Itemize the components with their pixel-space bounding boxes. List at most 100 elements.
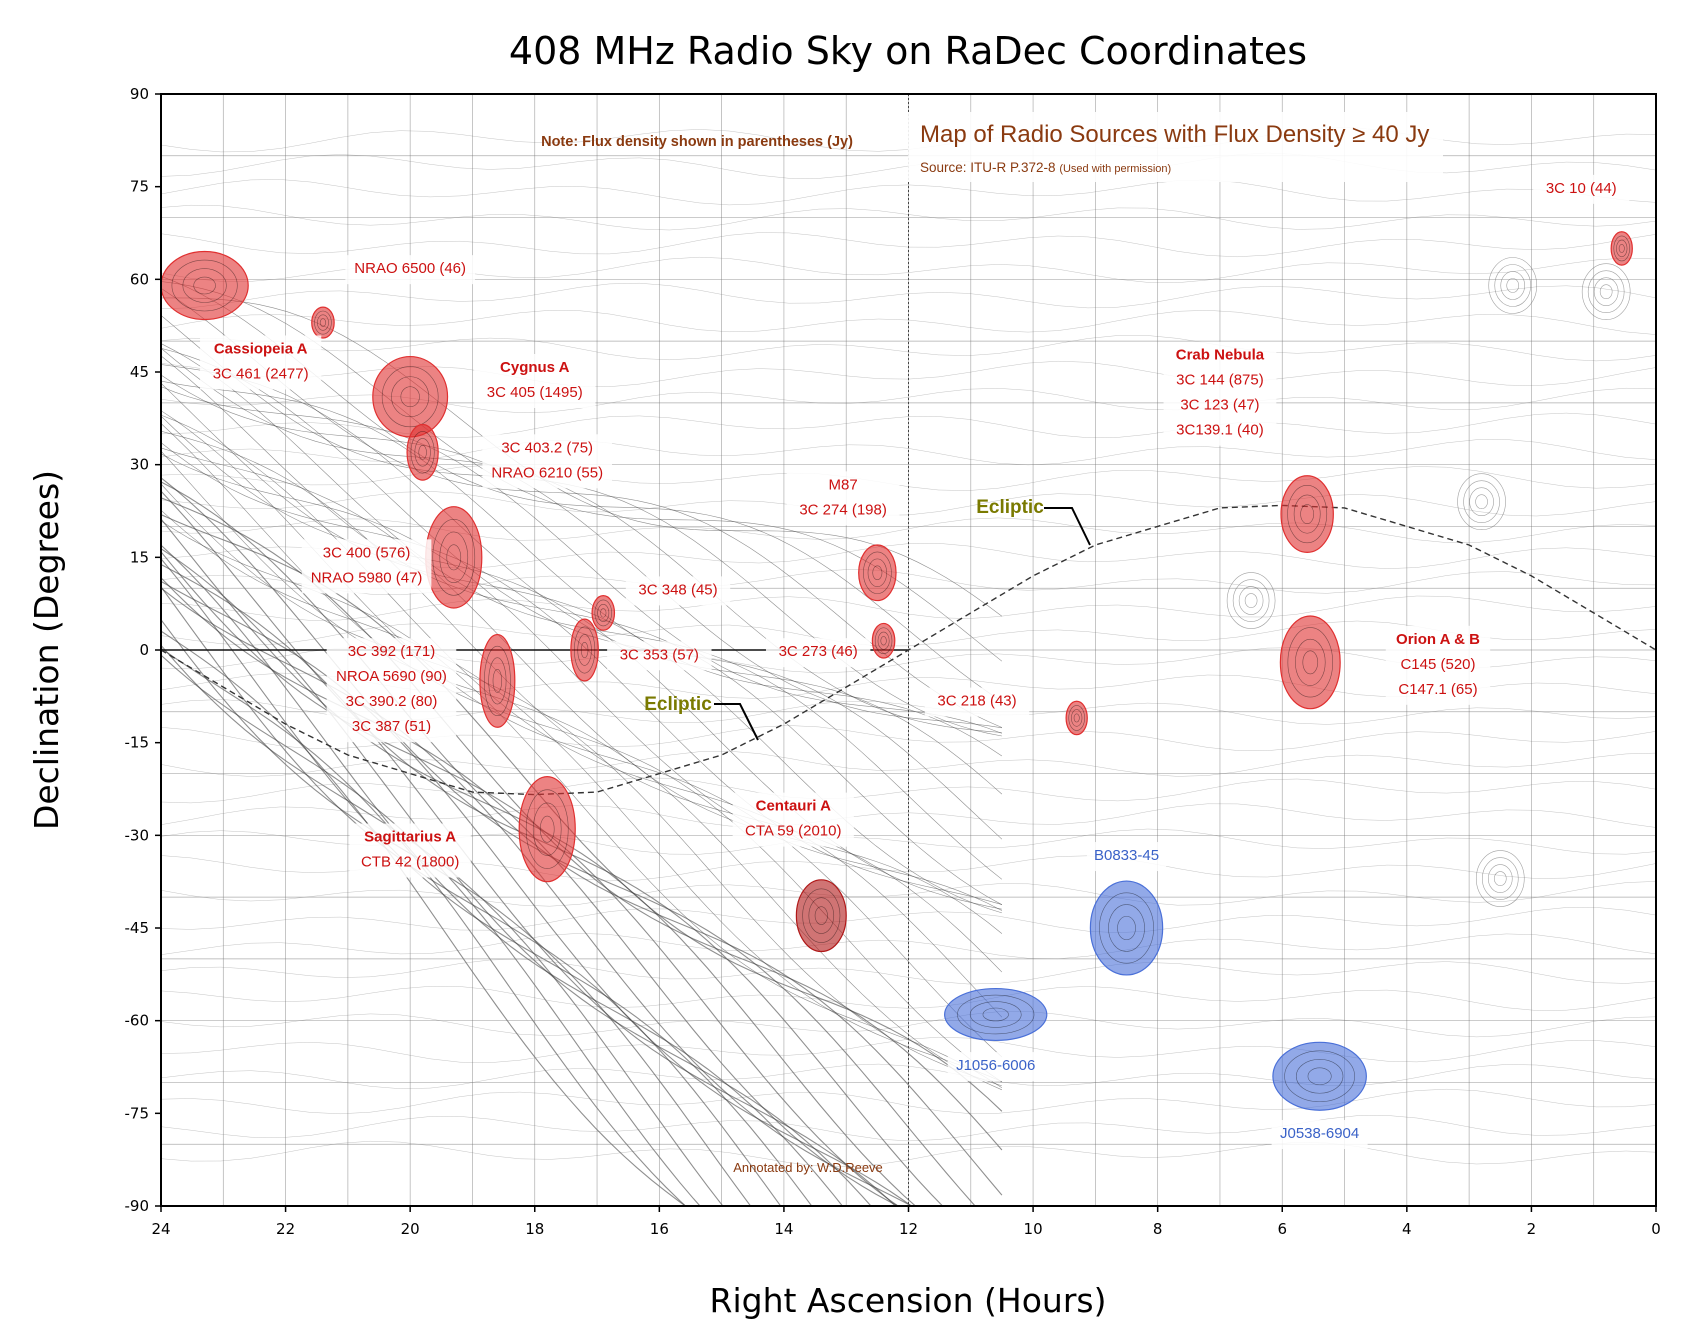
contour-line: [161, 374, 1002, 729]
source-contour: [1284, 1050, 1355, 1103]
label-bg: [1533, 174, 1630, 204]
source-ellipse: [1280, 475, 1334, 553]
source-label: J0538-6904: [1271, 1120, 1368, 1150]
contour-ring: [1599, 284, 1613, 299]
source-contour: [400, 386, 420, 408]
map-source-line: Source: ITU-R P.372-8 (Used with permiss…: [920, 160, 1171, 175]
source-label: Orion A & B C145 (520) C147.1 (65): [1385, 625, 1491, 705]
source-labels: Cassiopeia A 3C 461 (2477) NRAO 6500 (46) C…: [200, 174, 1630, 1150]
label-line: J1056-6006: [956, 1057, 1035, 1074]
x-tick-label: 14: [774, 1220, 793, 1238]
label-line: 3C 387 (51): [352, 718, 431, 735]
source-contour: [539, 815, 555, 843]
y-tick-label: -90: [125, 1197, 150, 1215]
ecliptic-label-1: Ecliptic: [644, 694, 759, 741]
source-contour: [1616, 239, 1628, 258]
credit-note: Annotated by: W.D.Reeve: [733, 1160, 883, 1175]
radio-source: [425, 506, 483, 609]
source-contour: [597, 603, 610, 622]
y-tick-label: 0: [139, 641, 149, 659]
label-line: 3C 403.2 (75): [501, 439, 593, 456]
source-contour: [171, 259, 238, 312]
source-contour: [319, 318, 327, 327]
contour-ring: [1475, 494, 1488, 510]
contour-line: [161, 414, 1003, 1018]
source-label: Cassiopeia A 3C 461 (2477): [200, 335, 322, 390]
source-label: M87 3C 274 (198): [786, 471, 900, 526]
radio-source: [406, 423, 439, 481]
contour-ring: [1226, 572, 1276, 629]
contour-line: [161, 654, 701, 1206]
label-line: 3C 392 (171): [348, 643, 436, 660]
contour-line: [161, 423, 1003, 1083]
label-bg: [786, 471, 900, 526]
source-contour: [872, 565, 883, 581]
label-bg: [1086, 842, 1167, 872]
contour-ring: [1469, 487, 1494, 517]
label-line: 3C139.1 (40): [1176, 422, 1264, 439]
label-bg: [326, 638, 457, 743]
source-contour: [525, 789, 569, 869]
label-line: J0538-6904: [1280, 1125, 1359, 1142]
contour-line: [161, 481, 1003, 1196]
contour-line: [161, 518, 917, 1206]
contour-line: [161, 347, 1002, 733]
source-contour: [1302, 650, 1319, 675]
source-contour: [1307, 1067, 1332, 1086]
source-label: Centauri A CTA 59 (2010): [732, 792, 854, 847]
source-label: 3C 353 (57): [607, 641, 712, 671]
source-contour: [863, 551, 892, 594]
label-bg: [345, 255, 475, 285]
label-line: 3C 273 (46): [779, 643, 858, 660]
contour-line: [161, 548, 872, 1206]
label-bg: [765, 638, 871, 668]
source-ellipse: [406, 423, 439, 481]
label-line: 3C 144 (875): [1176, 372, 1264, 389]
contour-ring: [1593, 277, 1619, 306]
contour-line: [161, 647, 687, 1206]
source-contour: [600, 608, 607, 618]
source-ellipse: [1272, 1041, 1367, 1111]
contour-ring: [1581, 263, 1631, 320]
label-line: NRAO 6500 (46): [354, 260, 466, 277]
source-contour: [1618, 243, 1625, 253]
pulsar-source: [1272, 1041, 1367, 1111]
contour-line: [161, 453, 1003, 911]
radio-source: [518, 776, 576, 883]
label-bg: [349, 823, 471, 878]
x-tick-label: 12: [899, 1220, 918, 1238]
radio-source: [1279, 615, 1341, 710]
source-label: NRAO 6500 (46): [345, 255, 475, 285]
contour-ring: [1457, 473, 1506, 531]
contour-line: [161, 544, 844, 1206]
y-tick-label: -15: [125, 734, 150, 752]
x-tick-label: 24: [151, 1220, 170, 1238]
source-contour: [594, 599, 612, 627]
source-contour: [532, 802, 562, 856]
radio-sources: [161, 231, 1633, 1111]
source-contour: [182, 268, 227, 303]
source-ellipse: [858, 544, 897, 602]
source-contour: [410, 431, 435, 474]
contour-ring: [1488, 257, 1538, 314]
pulsar-source: [944, 987, 1048, 1042]
label-line: Centauri A: [756, 798, 831, 815]
source-contour: [577, 634, 592, 666]
source-contour: [446, 544, 462, 571]
label-bg: [625, 576, 731, 606]
contour-line: [161, 577, 900, 1206]
source-contour: [814, 906, 828, 925]
source-label: 3C 273 (46): [765, 638, 871, 668]
label-bg: [200, 335, 322, 390]
y-tick-label: 15: [130, 548, 149, 566]
contour-line: [161, 355, 1003, 905]
ecliptic-line: [161, 504, 1656, 796]
source-contour: [580, 641, 589, 659]
contour-line: [161, 587, 913, 1206]
contour-line: [161, 288, 1003, 728]
contour-line: [161, 509, 1003, 1082]
contour-line: [161, 430, 1003, 973]
source-contour: [317, 314, 329, 331]
x-tick-label: 0: [1651, 1220, 1661, 1238]
